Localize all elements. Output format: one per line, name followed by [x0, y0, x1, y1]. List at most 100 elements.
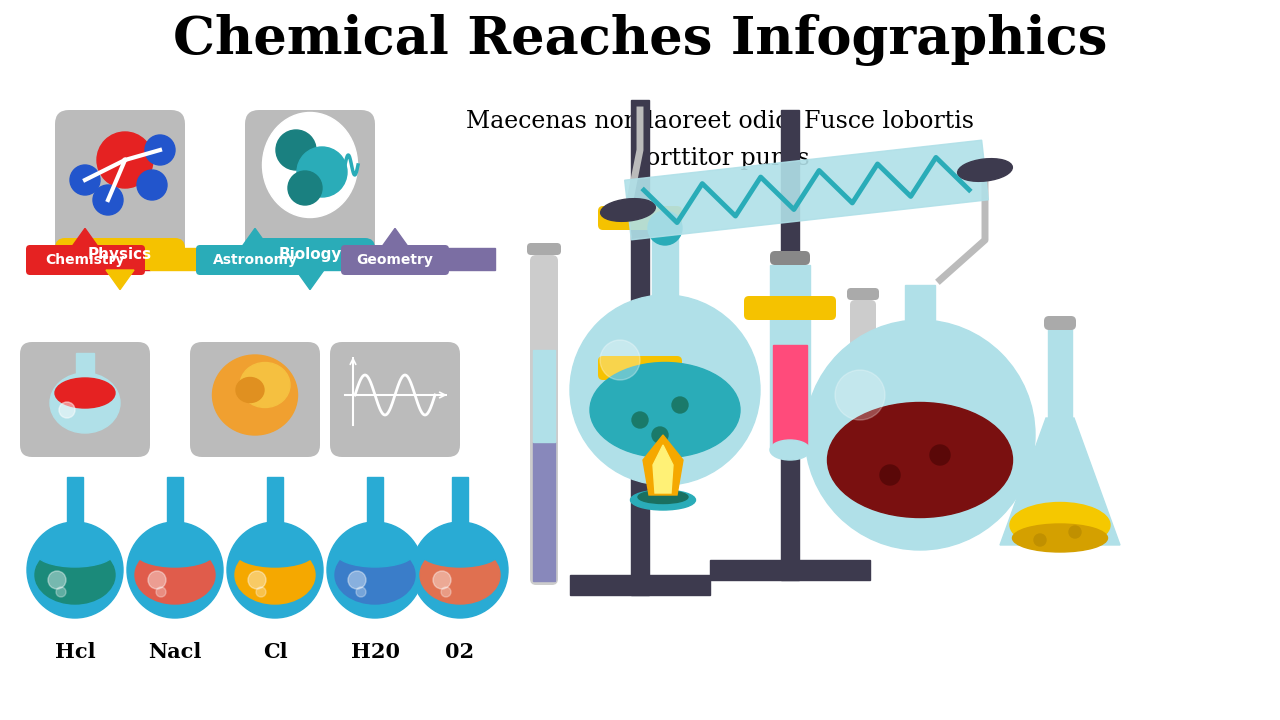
Polygon shape	[296, 270, 324, 289]
Circle shape	[326, 522, 422, 618]
FancyBboxPatch shape	[189, 342, 320, 457]
Ellipse shape	[637, 490, 689, 503]
Text: Hcl: Hcl	[55, 642, 95, 662]
Text: Biology: Biology	[278, 246, 342, 261]
Circle shape	[1069, 526, 1082, 538]
Circle shape	[433, 571, 451, 589]
Circle shape	[881, 465, 900, 485]
Polygon shape	[1000, 418, 1120, 545]
Bar	[67, 477, 83, 532]
Polygon shape	[106, 270, 134, 289]
Ellipse shape	[262, 112, 357, 217]
Bar	[771, 265, 810, 450]
Circle shape	[127, 522, 223, 618]
Circle shape	[288, 171, 323, 205]
Bar	[260, 248, 385, 270]
Text: Chemistry: Chemistry	[45, 253, 124, 267]
Circle shape	[148, 571, 166, 589]
Ellipse shape	[35, 537, 115, 567]
Text: 02: 02	[445, 642, 475, 662]
Circle shape	[248, 571, 266, 589]
Ellipse shape	[55, 378, 115, 408]
FancyBboxPatch shape	[330, 342, 460, 457]
Ellipse shape	[134, 546, 215, 604]
Ellipse shape	[420, 546, 500, 604]
Bar	[905, 285, 934, 325]
Circle shape	[70, 165, 100, 195]
Circle shape	[97, 132, 154, 188]
Polygon shape	[70, 228, 99, 248]
Circle shape	[672, 397, 689, 413]
Bar	[1048, 325, 1073, 420]
Bar	[710, 560, 870, 580]
Ellipse shape	[50, 373, 120, 433]
Bar	[570, 575, 710, 595]
FancyBboxPatch shape	[196, 245, 315, 275]
Ellipse shape	[631, 490, 695, 510]
Circle shape	[156, 587, 166, 597]
Bar	[76, 353, 93, 383]
Polygon shape	[653, 445, 673, 493]
Bar	[532, 442, 556, 581]
Ellipse shape	[420, 537, 500, 567]
Bar	[166, 477, 183, 532]
Bar	[452, 477, 468, 532]
Text: Chemical Reaches Infographics: Chemical Reaches Infographics	[173, 14, 1107, 66]
Circle shape	[137, 170, 166, 200]
Circle shape	[805, 320, 1036, 550]
Text: H20: H20	[351, 642, 399, 662]
Circle shape	[632, 412, 648, 428]
Bar	[532, 350, 556, 442]
FancyBboxPatch shape	[847, 288, 879, 300]
Bar	[50, 248, 150, 270]
FancyBboxPatch shape	[244, 110, 375, 270]
FancyBboxPatch shape	[20, 342, 150, 457]
FancyBboxPatch shape	[850, 300, 876, 520]
Ellipse shape	[134, 537, 215, 567]
FancyBboxPatch shape	[244, 238, 375, 270]
Ellipse shape	[236, 377, 264, 402]
Text: Cl: Cl	[262, 642, 287, 662]
Text: Astronomy: Astronomy	[212, 253, 297, 267]
Text: Maecenas non laoreet odio. Fusce lobortis
porttitor purus: Maecenas non laoreet odio. Fusce loborti…	[466, 110, 974, 170]
Ellipse shape	[590, 362, 740, 457]
Bar	[385, 248, 495, 270]
FancyBboxPatch shape	[527, 243, 561, 255]
Ellipse shape	[241, 362, 291, 408]
FancyBboxPatch shape	[55, 238, 186, 270]
Ellipse shape	[771, 440, 810, 460]
Ellipse shape	[600, 199, 655, 221]
Polygon shape	[381, 228, 410, 248]
Ellipse shape	[1012, 524, 1107, 552]
Circle shape	[256, 587, 266, 597]
Polygon shape	[625, 140, 988, 240]
Circle shape	[56, 587, 67, 597]
FancyBboxPatch shape	[55, 110, 186, 270]
FancyBboxPatch shape	[340, 245, 449, 275]
Circle shape	[49, 571, 67, 589]
Circle shape	[442, 587, 451, 597]
Polygon shape	[643, 435, 684, 495]
Bar	[852, 486, 873, 516]
Circle shape	[145, 135, 175, 165]
Circle shape	[227, 522, 323, 618]
Circle shape	[276, 130, 316, 170]
Ellipse shape	[957, 158, 1012, 181]
Circle shape	[652, 427, 668, 443]
Ellipse shape	[335, 537, 415, 567]
Text: Nacl: Nacl	[148, 642, 202, 662]
Ellipse shape	[212, 355, 297, 435]
Text: Physics: Physics	[88, 246, 152, 261]
Ellipse shape	[236, 537, 315, 567]
Ellipse shape	[35, 546, 115, 604]
FancyBboxPatch shape	[598, 206, 682, 230]
Bar	[367, 477, 383, 532]
FancyBboxPatch shape	[744, 296, 836, 320]
Circle shape	[600, 340, 640, 380]
Circle shape	[356, 587, 366, 597]
FancyBboxPatch shape	[598, 356, 682, 380]
Circle shape	[412, 522, 508, 618]
Bar	[652, 235, 678, 310]
Text: Geometry: Geometry	[357, 253, 434, 267]
Ellipse shape	[236, 546, 315, 604]
